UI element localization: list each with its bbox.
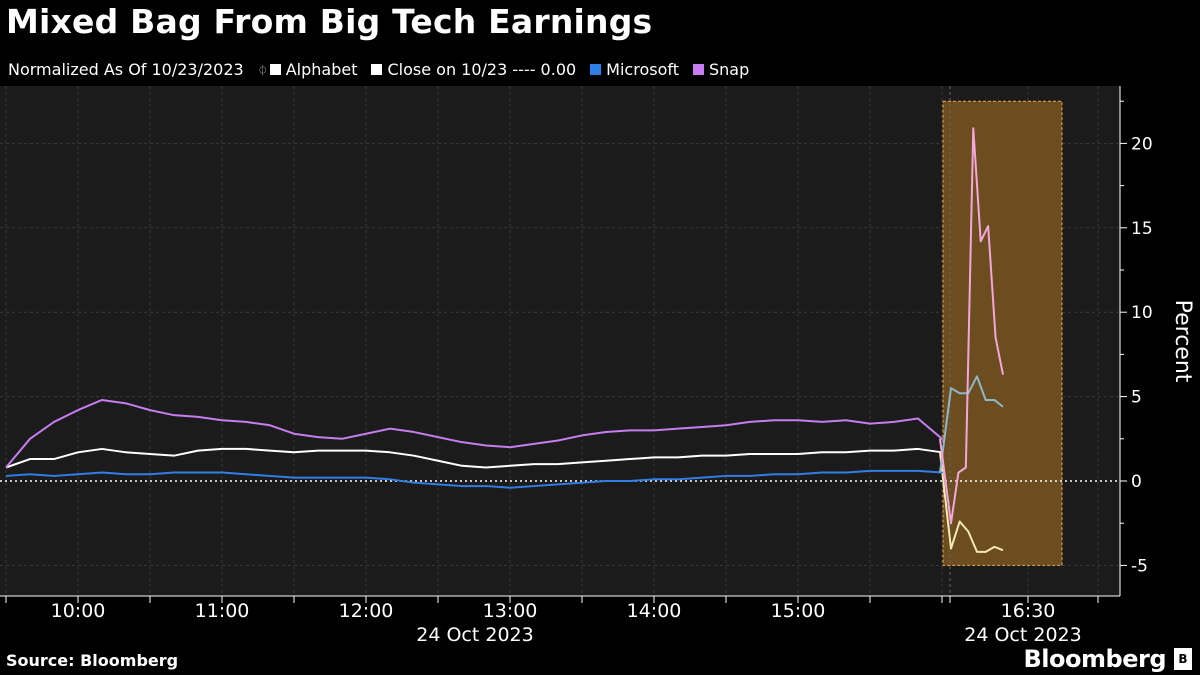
- legend-normalized-label: Normalized As Of 10/23/2023: [8, 60, 244, 79]
- legend-item-alphabet: ⏀ Alphabet: [258, 60, 358, 79]
- chart-title: Mixed Bag From Big Tech Earnings: [6, 2, 653, 41]
- y-axis-label: Percent: [1170, 300, 1195, 383]
- legend-item-snap: Snap: [692, 60, 750, 79]
- series-line-alphabet: [5, 447, 943, 469]
- legend-swatch-microsoft: [590, 64, 602, 75]
- legend: Normalized As Of 10/23/2023 ⏀ Alphabet C…: [8, 60, 763, 79]
- y-tick-label: 5: [1131, 388, 1142, 408]
- brand-logo: Bloomberg: [1023, 645, 1167, 673]
- x-date-label: 24 Oct 2023: [416, 624, 533, 646]
- legend-swatch-close: [371, 64, 383, 75]
- y-tick-label: 0: [1131, 472, 1142, 492]
- brand-mark-icon: B: [1174, 648, 1192, 670]
- legend-normalized: Normalized As Of 10/23/2023: [8, 60, 244, 79]
- y-tick-label: -5: [1131, 556, 1148, 576]
- legend-item-close: Close on 10/23 ---- 0.00: [371, 60, 576, 79]
- x-tick-label: 12:00: [339, 600, 394, 622]
- series-line-snap: [5, 398, 943, 469]
- marker-icon: ⏀: [257, 66, 268, 77]
- y-tick-label: 10: [1131, 303, 1153, 323]
- x-tick-label: 11:00: [195, 600, 250, 622]
- legend-item-microsoft: Microsoft: [590, 60, 679, 79]
- after-hours-line-alphabet: [939, 452, 1004, 553]
- plot-area: [0, 86, 1120, 596]
- x-tick-label: 16:30: [1001, 600, 1056, 622]
- x-tick-label: 13:00: [483, 600, 538, 622]
- legend-label-snap: Snap: [708, 60, 750, 79]
- y-tick-label: 20: [1131, 134, 1153, 154]
- series-line-microsoft: [5, 469, 943, 489]
- x-tick-label: 14:00: [627, 600, 682, 622]
- after-hours-highlight: [942, 100, 1063, 566]
- legend-label-microsoft: Microsoft: [606, 60, 679, 79]
- legend-label-alphabet: Alphabet: [285, 60, 358, 79]
- x-date-label: 24 Oct 2023: [964, 624, 1081, 646]
- x-tick-label: 15:00: [771, 600, 826, 622]
- after-hours-line-microsoft: [939, 375, 1004, 473]
- after-hours-line-snap: [939, 127, 1004, 525]
- legend-swatch-alphabet: [269, 64, 281, 75]
- source-note: Source: Bloomberg: [6, 651, 179, 670]
- y-tick-label: 15: [1131, 219, 1153, 239]
- legend-label-close: Close on 10/23 ---- 0.00: [387, 60, 577, 79]
- x-tick-label: 10:00: [51, 600, 106, 622]
- legend-swatch-snap: [692, 64, 704, 75]
